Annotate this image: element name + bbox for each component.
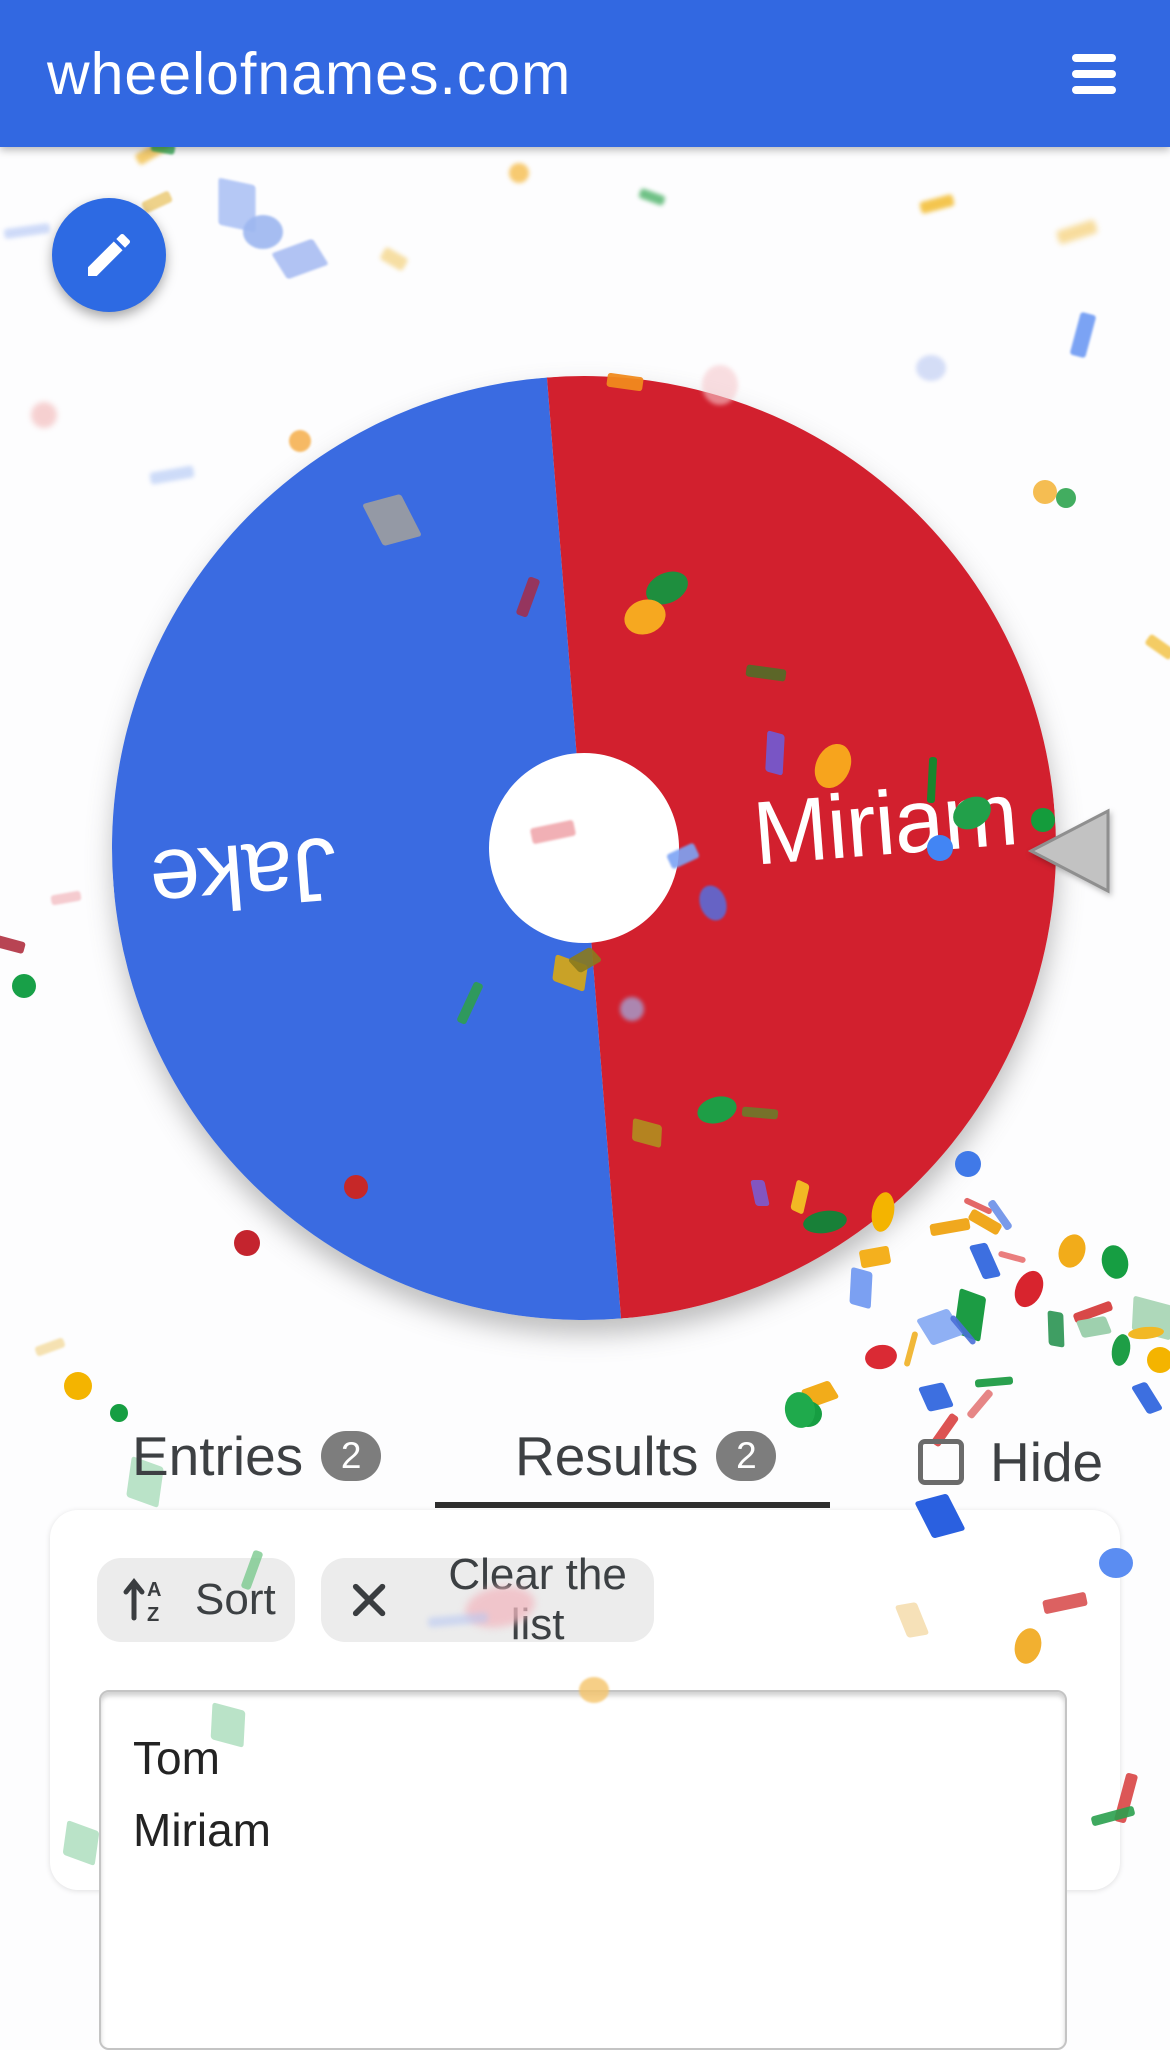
confetti-piece: [974, 1376, 1014, 1388]
results-list-item: Miriam: [133, 1804, 271, 1856]
confetti-piece: [1075, 1315, 1113, 1339]
tab-entries-label: Entries: [132, 1425, 304, 1487]
confetti-piece: [50, 890, 82, 906]
confetti-piece: [800, 1380, 840, 1408]
confetti-piece: [379, 246, 409, 272]
hide-toggle[interactable]: Hide: [918, 1430, 1103, 1494]
confetti-piece: [1055, 219, 1099, 245]
confetti-piece: [1147, 1347, 1170, 1373]
confetti-piece: [1033, 480, 1057, 504]
confetti-piece: [1047, 1310, 1065, 1348]
clear-list-button[interactable]: Clear the list: [321, 1550, 654, 1649]
confetti-piece: [863, 1342, 899, 1372]
results-list-item: Tom: [133, 1732, 220, 1784]
confetti-piece: [271, 238, 329, 280]
confetti-piece: [1144, 633, 1170, 661]
confetti-piece: [1098, 1242, 1132, 1282]
confetti-piece: [243, 215, 283, 249]
confetti-piece: [34, 1337, 66, 1357]
sort-button-label: Sort: [195, 1575, 276, 1624]
confetti-piece: [1072, 1300, 1114, 1324]
confetti-piece: [64, 1372, 92, 1400]
confetti-piece: [509, 163, 529, 183]
pencil-icon: [88, 233, 131, 276]
confetti-piece: [953, 1287, 987, 1343]
menu-button[interactable]: [1056, 36, 1132, 112]
confetti-piece: [12, 974, 36, 998]
close-icon: [352, 1583, 386, 1617]
confetti-piece: [218, 177, 256, 233]
confetti-piece: [140, 190, 174, 214]
confetti-piece: [915, 1308, 965, 1346]
clear-list-button-label: Clear the list: [448, 1550, 627, 1649]
active-tab-indicator: [435, 1502, 830, 1508]
confetti-piece: [949, 1314, 977, 1346]
svg-text:A: A: [147, 1579, 161, 1601]
confetti-piece: [1130, 1381, 1164, 1415]
confetti-piece: [1069, 311, 1097, 359]
edit-button[interactable]: [52, 198, 166, 312]
app-header: wheelofnames.com: [0, 0, 1170, 147]
confetti-piece: [110, 1404, 128, 1422]
confetti-piece: [966, 1388, 994, 1420]
confetti-piece: [1056, 488, 1076, 508]
confetti-piece: [782, 1389, 818, 1431]
confetti-piece: [31, 402, 57, 428]
results-list[interactable]: Tom Miriam: [99, 1690, 1067, 2050]
confetti-piece: [903, 1330, 919, 1368]
sort-button[interactable]: A Z Sort: [97, 1558, 295, 1642]
confetti-piece: [1131, 1295, 1170, 1341]
confetti-piece: [3, 222, 51, 240]
wheel-pointer-icon: [1028, 808, 1110, 894]
confetti-piece: [638, 187, 666, 207]
svg-text:Z: Z: [147, 1604, 159, 1624]
sort-icon: A Z: [123, 1577, 161, 1624]
confetti-piece: [1127, 1325, 1165, 1341]
confetti-piece: [1109, 1332, 1133, 1368]
tab-results-label: Results: [515, 1425, 699, 1487]
tab-results[interactable]: Results 2: [515, 1424, 777, 1488]
hamburger-icon: [1072, 54, 1116, 62]
tab-entries[interactable]: Entries 2: [132, 1424, 382, 1488]
entries-count-badge: 2: [321, 1431, 382, 1481]
confetti-piece: [917, 1382, 955, 1412]
confetti-piece: [919, 193, 955, 215]
hide-label: Hide: [990, 1431, 1104, 1493]
wheel[interactable]: Jake Miriam: [76, 340, 1092, 1356]
results-count-badge: 2: [716, 1431, 777, 1481]
confetti-piece: [0, 933, 26, 955]
hide-checkbox[interactable]: [918, 1439, 964, 1485]
confetti-piece: [794, 1401, 822, 1427]
page-title: wheelofnames.com: [47, 40, 572, 107]
